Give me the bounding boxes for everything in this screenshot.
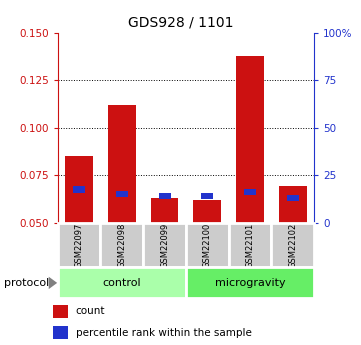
Text: GSM22102: GSM22102 [288, 222, 297, 268]
Bar [58, 223, 100, 267]
Text: GDS928 / 1101: GDS928 / 1101 [128, 16, 233, 30]
Bar [65, 156, 93, 223]
Text: GSM22097: GSM22097 [75, 222, 84, 268]
Bar [116, 191, 128, 197]
Bar [271, 223, 314, 267]
Bar [151, 198, 178, 223]
Bar [287, 195, 299, 201]
Bar [100, 223, 143, 267]
Text: control: control [103, 278, 141, 288]
Bar [53, 326, 68, 339]
Bar [279, 186, 306, 223]
Bar [244, 189, 256, 196]
Text: GSM22099: GSM22099 [160, 222, 169, 268]
Bar [229, 223, 271, 267]
Bar [193, 200, 221, 223]
Polygon shape [49, 277, 57, 289]
Bar [143, 223, 186, 267]
Bar [53, 305, 68, 318]
Bar [108, 105, 136, 223]
Bar [186, 267, 314, 298]
Text: GSM22100: GSM22100 [203, 222, 212, 268]
Text: protocol: protocol [4, 278, 49, 288]
Text: GSM22101: GSM22101 [245, 222, 255, 268]
Bar [236, 56, 264, 223]
Bar [186, 223, 229, 267]
Bar [73, 186, 85, 193]
Bar [158, 193, 170, 199]
Text: GSM22098: GSM22098 [117, 222, 126, 268]
Text: microgravity: microgravity [215, 278, 285, 288]
Bar [58, 267, 186, 298]
Text: percentile rank within the sample: percentile rank within the sample [75, 328, 252, 338]
Text: count: count [75, 306, 105, 316]
Bar [201, 193, 213, 199]
